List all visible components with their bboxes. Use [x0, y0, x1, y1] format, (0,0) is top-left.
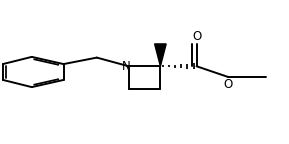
Polygon shape: [155, 44, 166, 66]
Text: N: N: [122, 60, 131, 73]
Text: O: O: [192, 30, 201, 42]
Text: O: O: [224, 78, 233, 91]
